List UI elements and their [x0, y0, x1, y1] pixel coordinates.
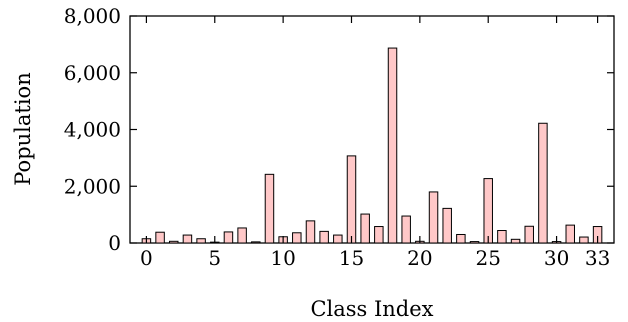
x-tick-label-25: 25	[475, 246, 500, 270]
bar-class-21	[428, 191, 439, 244]
y-axis-title: Population	[11, 72, 35, 185]
bars-group	[141, 47, 603, 244]
bar-class-31	[565, 224, 575, 244]
bar-class-25	[483, 178, 493, 244]
bar-class-28	[524, 225, 534, 244]
bar-class-11	[292, 232, 302, 244]
bar-class-12	[305, 220, 316, 244]
bar-class-22	[442, 207, 452, 244]
x-axis-title: Class Index	[310, 297, 433, 321]
y-tick-label-6000: 6,000	[64, 61, 121, 85]
x-tick-label-30: 30	[544, 246, 569, 270]
bar-class-13	[319, 230, 329, 244]
x-tick-label-33: 33	[585, 246, 610, 270]
x-axis: 0 5 10 15 20 25 30 33	[140, 16, 610, 270]
bar-class-1	[155, 231, 165, 244]
bar-class-27	[510, 238, 521, 244]
y-tick-label-4000: 4,000	[64, 118, 121, 142]
y-tick-label-2000: 2,000	[64, 174, 121, 198]
bar-class-8	[251, 241, 261, 244]
bar-class-32	[579, 236, 589, 244]
bar-class-15	[346, 155, 357, 244]
bar-class-18	[387, 47, 398, 244]
x-tick-label-0: 0	[140, 246, 153, 270]
bar-class-23	[456, 233, 466, 244]
y-tick-label-0: 0	[108, 231, 121, 255]
bar-class-6	[223, 231, 234, 244]
x-tick-label-10: 10	[270, 246, 295, 270]
bar-class-14	[333, 234, 343, 244]
bar-class-19	[401, 215, 411, 244]
bar-class-24	[469, 241, 480, 244]
bar-class-29	[538, 122, 548, 244]
bar-class-4	[196, 238, 206, 244]
bar-class-16	[360, 213, 370, 244]
bar-class-9	[264, 173, 275, 244]
y-tick-label-8000: 8,000	[64, 4, 121, 28]
bar-class-7	[237, 227, 247, 244]
x-tick-label-20: 20	[407, 246, 432, 270]
y-axis: 0 2,000 4,000 6,000 8,000	[64, 4, 614, 255]
bar-class-26	[497, 230, 507, 244]
x-tick-label-15: 15	[339, 246, 364, 270]
bar-class-3	[182, 234, 193, 244]
bar-class-17	[374, 226, 384, 244]
bar-class-2	[169, 240, 179, 244]
x-tick-label-5: 5	[208, 246, 221, 270]
